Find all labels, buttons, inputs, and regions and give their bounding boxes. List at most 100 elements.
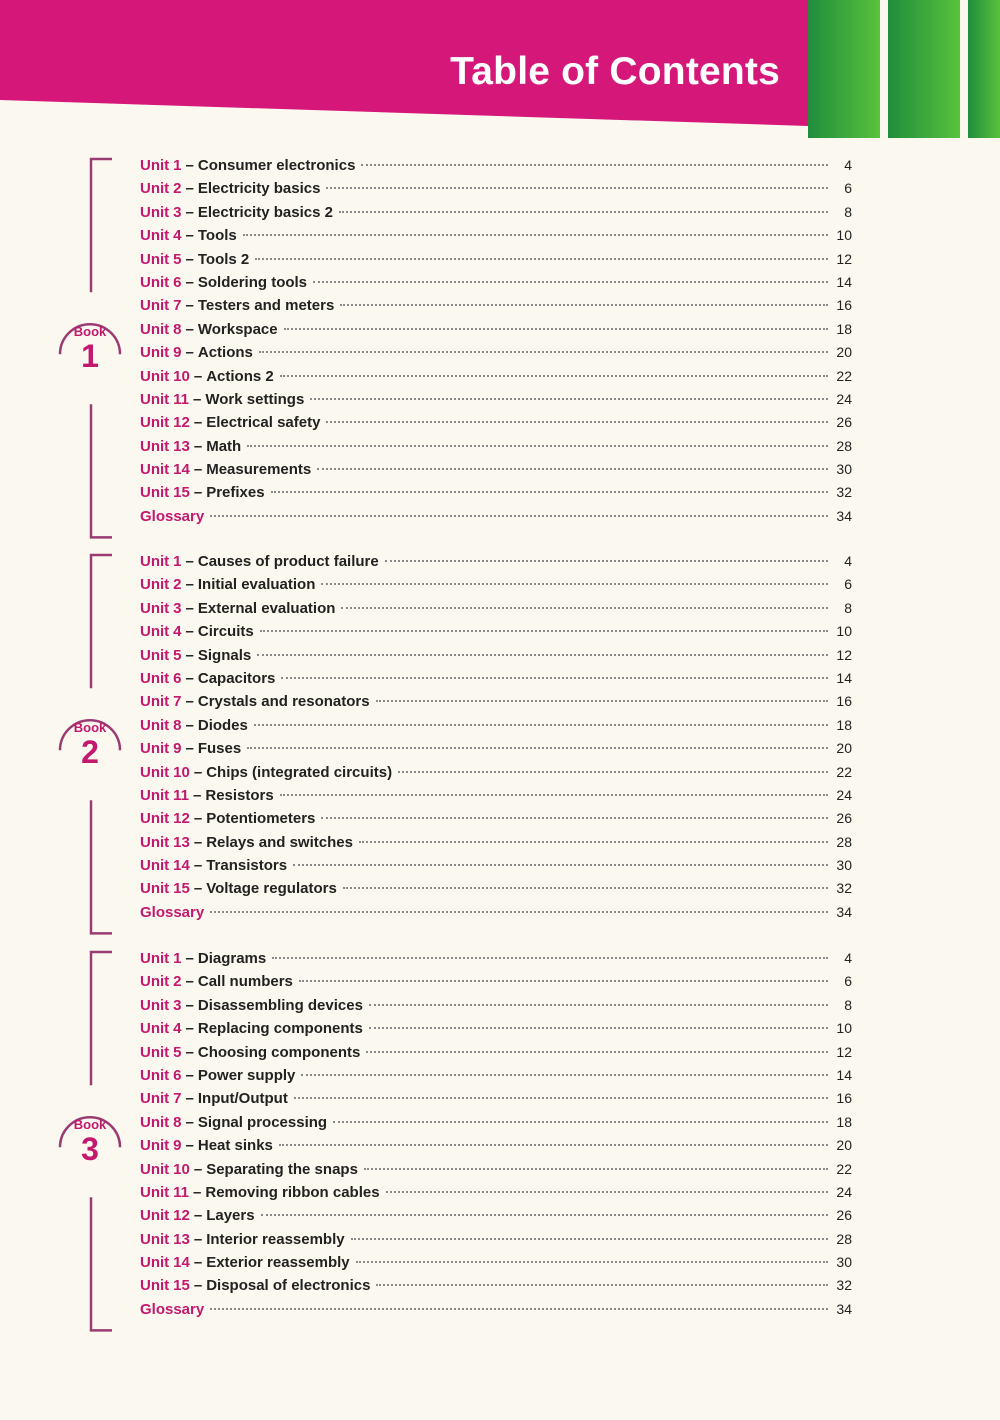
unit-title: Soldering tools xyxy=(197,273,308,291)
toc-entry[interactable]: Unit 4– Circuits 10 xyxy=(140,623,852,646)
unit-prefix: Unit xyxy=(140,553,170,570)
toc-entry[interactable]: Unit 8– Diodes 18 xyxy=(140,717,852,740)
unit-separator: – xyxy=(193,484,203,502)
unit-number: 8 xyxy=(173,320,182,338)
toc-entry[interactable]: Unit 10– Separating the snaps 22 xyxy=(140,1161,852,1184)
page-number: 8 xyxy=(844,599,852,616)
unit-separator: – xyxy=(185,1066,194,1084)
page-number: 30 xyxy=(836,461,852,478)
toc-entry[interactable]: Unit 4– Replacing components 10 xyxy=(140,1020,852,1043)
toc-entry[interactable]: Unit 7– Testers and meters 16 xyxy=(140,297,852,320)
toc-entry[interactable]: Unit 12– Layers 26 xyxy=(140,1207,852,1230)
book-badge-arc xyxy=(58,719,122,751)
toc-entry[interactable]: Unit 9– Fuses 20 xyxy=(140,740,852,763)
unit-number: 10 xyxy=(173,1160,190,1178)
toc-entry[interactable]: Unit 11– Resistors 24 xyxy=(140,787,852,810)
unit-separator: – xyxy=(185,623,194,641)
unit-prefix: Unit xyxy=(140,1137,170,1155)
dot-leader xyxy=(247,747,828,750)
toc-entry[interactable]: Unit 2– Electricity basics 6 xyxy=(140,180,852,203)
toc-entry[interactable]: Unit 8– Workspace 18 xyxy=(140,321,852,344)
book-bracket xyxy=(58,157,122,539)
unit-prefix: Unit xyxy=(140,1183,170,1201)
dot-leader xyxy=(272,957,828,959)
toc-entry[interactable]: Unit 1– Consumer electronics 4 xyxy=(140,157,852,180)
green-tab-1 xyxy=(808,0,880,138)
unit-number: 12 xyxy=(173,414,190,432)
unit-prefix: Unit xyxy=(140,996,170,1014)
toc-entry[interactable]: Unit 6– Soldering tools 14 xyxy=(140,274,852,297)
dot-leader xyxy=(259,630,828,633)
unit-prefix: Unit xyxy=(140,437,170,455)
unit-prefix: Unit xyxy=(140,157,170,174)
unit-number: 10 xyxy=(173,367,190,385)
toc-entry[interactable]: Unit 13– Interior reassembly 28 xyxy=(140,1231,852,1254)
toc-entry[interactable]: Unit 14– Transistors 30 xyxy=(140,857,852,880)
unit-separator: – xyxy=(185,344,194,362)
dot-leader xyxy=(210,910,828,913)
toc-entry[interactable]: Unit 10– Chips (integrated circuits) 22 xyxy=(140,764,852,787)
toc-entry[interactable]: Unit 14– Exterior reassembly 30 xyxy=(140,1254,852,1277)
dot-leader xyxy=(279,793,828,796)
toc-entry-glossary[interactable]: Glossary 34 xyxy=(140,1301,852,1324)
dot-leader xyxy=(350,1237,828,1240)
toc-entry[interactable]: Unit 2– Call numbers 6 xyxy=(140,973,852,996)
toc-entry[interactable]: Unit 9– Heat sinks 20 xyxy=(140,1137,852,1160)
toc-entry[interactable]: Unit 13– Relays and switches 28 xyxy=(140,834,852,857)
unit-title: Crystals and resonators xyxy=(197,693,370,711)
unit-prefix: Unit xyxy=(140,461,170,479)
page-number: 18 xyxy=(836,1113,852,1130)
unit-separator: – xyxy=(185,996,194,1014)
unit-prefix: Unit xyxy=(140,716,170,734)
page-number: 8 xyxy=(844,996,852,1013)
toc-entry[interactable]: Unit 12– Potentiometers 26 xyxy=(140,810,852,833)
unit-title: Interior reassembly xyxy=(206,1230,345,1248)
page-number: 26 xyxy=(836,1207,852,1224)
toc-entry[interactable]: Unit 6– Capacitors 14 xyxy=(140,670,852,693)
toc-entry[interactable]: Unit 4– Tools 10 xyxy=(140,227,852,250)
toc-entry[interactable]: Unit 3– External evaluation 8 xyxy=(140,600,852,623)
toc-entry[interactable]: Unit 6– Power supply 14 xyxy=(140,1067,852,1090)
dot-leader xyxy=(255,257,828,260)
toc-entry[interactable]: Unit 15– Disposal of electronics 32 xyxy=(140,1277,852,1300)
book-badge-label: Book xyxy=(73,720,107,736)
toc-entry[interactable]: Unit 7– Input/Output 16 xyxy=(140,1090,852,1113)
dot-leader xyxy=(361,164,828,166)
unit-title: Signal processing xyxy=(197,1113,328,1131)
toc-entry[interactable]: Unit 11– Work settings 24 xyxy=(140,391,852,414)
unit-title: Diagrams xyxy=(197,950,267,967)
unit-separator: – xyxy=(193,1183,202,1201)
toc-entry-glossary[interactable]: Glossary 34 xyxy=(140,904,852,927)
toc-entry[interactable]: Unit 2– Initial evaluation 6 xyxy=(140,576,852,599)
toc-entry[interactable]: Unit 13– Math 28 xyxy=(140,438,852,461)
toc-entry[interactable]: Unit 10– Actions 2 22 xyxy=(140,368,852,391)
unit-prefix: Unit xyxy=(140,950,170,967)
page-number: 34 xyxy=(836,1300,852,1317)
toc-entry[interactable]: Unit 3– Electricity basics 2 8 xyxy=(140,204,852,227)
toc-entry[interactable]: Unit 15– Prefixes 32 xyxy=(140,484,852,507)
page-number: 24 xyxy=(836,390,852,407)
toc-entry[interactable]: Unit 5– Choosing components 12 xyxy=(140,1044,852,1067)
toc-entry[interactable]: Unit 1– Causes of product failure 4 xyxy=(140,553,852,576)
page-number: 12 xyxy=(836,250,852,267)
toc-entry[interactable]: Unit 3– Disassembling devices 8 xyxy=(140,997,852,1020)
toc-entry[interactable]: Unit 11– Removing ribbon cables 24 xyxy=(140,1184,852,1207)
toc-entry-glossary[interactable]: Glossary 34 xyxy=(140,508,852,531)
toc-entry[interactable]: Unit 7– Crystals and resonators 16 xyxy=(140,693,852,716)
unit-title: Voltage regulators xyxy=(206,880,337,898)
page-title: Table of Contents xyxy=(450,50,780,93)
unit-separator: – xyxy=(185,599,194,617)
toc-entry[interactable]: Unit 12– Electrical safety 26 xyxy=(140,414,852,437)
toc-entry[interactable]: Unit 5– Signals 12 xyxy=(140,647,852,670)
toc-entry[interactable]: Unit 5– Tools 2 12 xyxy=(140,251,852,274)
dot-leader xyxy=(257,653,828,656)
toc-entry[interactable]: Unit 1– Diagrams 4 xyxy=(140,950,852,973)
toc-entry[interactable]: Unit 14– Measurements 30 xyxy=(140,461,852,484)
toc-entry[interactable]: Unit 8– Signal processing 18 xyxy=(140,1114,852,1137)
toc-entry[interactable]: Unit 9– Actions 20 xyxy=(140,344,852,367)
toc-entry[interactable]: Unit 15– Voltage regulators 32 xyxy=(140,880,852,903)
unit-prefix: Unit xyxy=(140,250,170,268)
dot-leader xyxy=(358,840,828,843)
unit-separator: – xyxy=(193,437,203,455)
book-badge-arc xyxy=(58,1116,122,1148)
